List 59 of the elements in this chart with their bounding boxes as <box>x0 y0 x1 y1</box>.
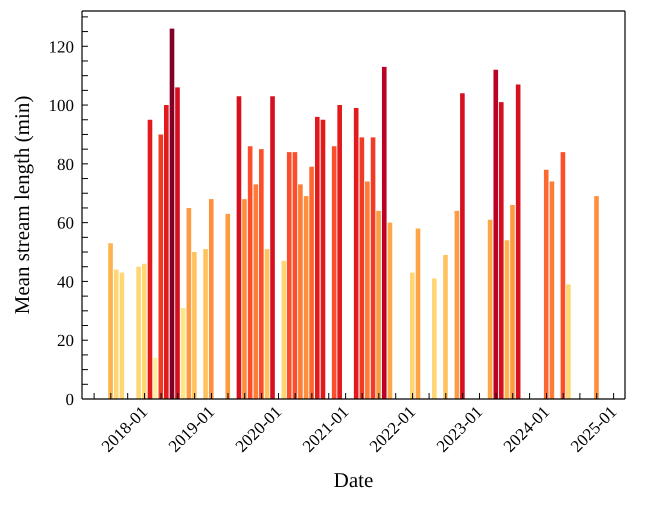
bar <box>360 137 364 399</box>
y-tick-label: 120 <box>48 37 74 56</box>
bar <box>186 208 192 399</box>
bar <box>152 358 158 399</box>
bar <box>544 170 549 399</box>
bar <box>560 152 566 399</box>
x-axis-title: Date <box>334 468 374 492</box>
y-axis-title: Mean stream length (min) <box>10 96 34 314</box>
y-tick-label: 60 <box>57 214 74 233</box>
bar <box>488 220 492 399</box>
bar <box>259 149 264 399</box>
bar <box>460 93 465 399</box>
bar <box>108 243 113 399</box>
bar <box>170 28 174 399</box>
bar <box>493 70 498 399</box>
bar <box>270 96 275 399</box>
y-tick-label: 0 <box>66 390 74 410</box>
bar <box>175 87 180 399</box>
bar <box>498 102 504 399</box>
bar <box>416 228 420 399</box>
bar <box>365 181 370 399</box>
bar <box>203 249 208 399</box>
bar <box>594 196 599 399</box>
bar <box>208 199 214 399</box>
bar <box>376 210 381 399</box>
bar <box>304 196 308 399</box>
bar <box>264 249 270 399</box>
bar <box>158 134 164 399</box>
bar <box>254 184 258 399</box>
bar <box>370 137 376 399</box>
bar <box>510 205 515 399</box>
bar <box>298 184 303 399</box>
bar <box>504 240 510 399</box>
bar <box>332 146 336 399</box>
bar <box>443 254 448 399</box>
bar <box>148 120 152 399</box>
bar <box>180 308 186 399</box>
bar <box>382 66 387 399</box>
bar <box>566 284 571 399</box>
bar <box>410 272 415 399</box>
bar <box>242 199 247 399</box>
bar <box>550 181 554 399</box>
y-tick-label: 80 <box>57 154 74 174</box>
bar <box>454 210 460 399</box>
bar <box>225 214 230 399</box>
bar <box>432 278 437 399</box>
bar <box>164 105 169 399</box>
bar <box>236 96 242 399</box>
bar <box>337 105 342 399</box>
y-tick-label: 100 <box>48 96 74 116</box>
bar <box>388 222 392 399</box>
bar <box>516 84 520 399</box>
bar <box>309 166 314 399</box>
bar <box>354 108 358 399</box>
bar <box>248 146 252 399</box>
y-tick-label: 20 <box>57 331 74 350</box>
bar <box>282 260 286 399</box>
y-tick-label: 40 <box>57 272 74 292</box>
bar <box>192 252 197 399</box>
